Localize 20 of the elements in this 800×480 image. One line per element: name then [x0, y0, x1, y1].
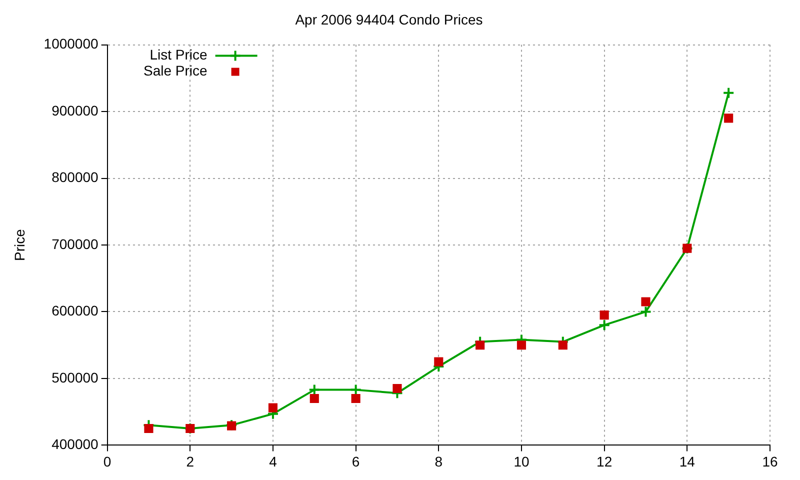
- x-tick-label: 16: [762, 453, 778, 470]
- legend-label: Sale Price: [143, 62, 208, 79]
- x-tick-label: 12: [596, 453, 612, 470]
- y-tick-label: 700000: [52, 236, 99, 252]
- y-tick-label: 400000: [52, 436, 99, 452]
- x-tick-label: 0: [103, 453, 112, 470]
- x-tick-label: 2: [186, 453, 194, 470]
- x-tick-label: 14: [679, 453, 696, 470]
- x-tick-label: 4: [269, 453, 278, 470]
- y-tick-label: 900000: [52, 102, 99, 118]
- legend-label: List Price: [150, 46, 208, 63]
- y-axis-title: Price: [11, 228, 28, 261]
- y-tick-label: 1000000: [44, 36, 99, 52]
- y-tick-label: 500000: [52, 369, 99, 386]
- chart-title: Apr 2006 94404 Condo Prices: [295, 11, 483, 28]
- x-tick-label: 10: [514, 453, 530, 470]
- x-tick-label: 6: [352, 453, 360, 470]
- y-tick-label: 800000: [52, 169, 99, 186]
- x-tick-label: 8: [434, 453, 443, 470]
- y-tick-label: 600000: [52, 302, 99, 319]
